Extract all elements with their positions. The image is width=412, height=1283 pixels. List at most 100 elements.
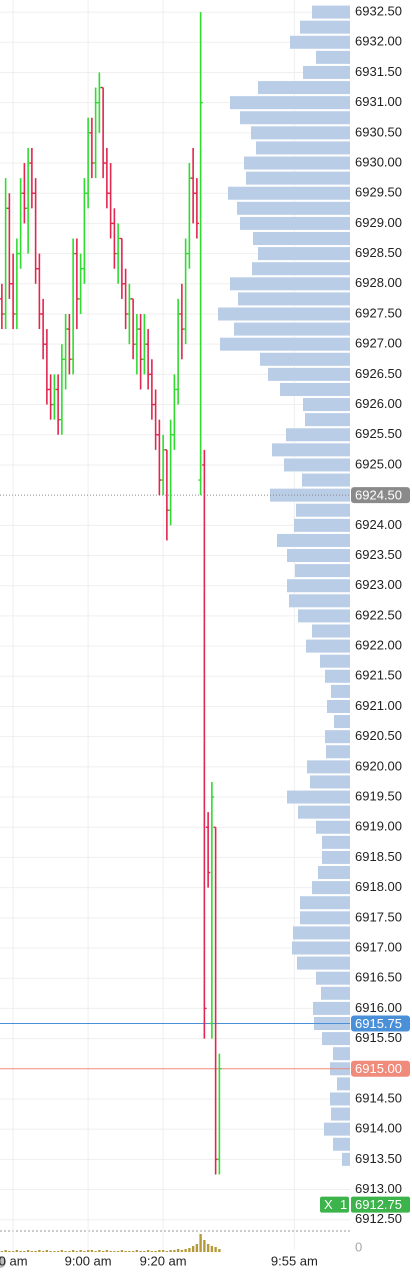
volume-bar (83, 1251, 86, 1252)
profile-bar (307, 760, 350, 774)
profile-bar (316, 820, 350, 834)
volume-bar (34, 1251, 37, 1252)
volume-bar (19, 1251, 22, 1252)
profile-bar (300, 911, 350, 925)
profile-bar (333, 1047, 350, 1061)
volume-bar (94, 1251, 97, 1252)
profile-bar (313, 1001, 350, 1015)
profile-bar (260, 352, 350, 366)
volume-bar (169, 1250, 172, 1252)
y-tick-label: 6931.50 (355, 64, 402, 79)
volume-bar (101, 1251, 105, 1252)
y-tick-label: 6932.00 (355, 34, 402, 49)
y-tick-label: 6918.50 (355, 849, 402, 864)
volume-bar (191, 1246, 195, 1252)
profile-bar (322, 835, 350, 849)
profile-bar (298, 805, 350, 819)
volume-bar (56, 1251, 60, 1252)
volume-bar (158, 1250, 161, 1252)
profile-bar (318, 866, 350, 880)
volume-bar (128, 1251, 131, 1252)
volume-bar (4, 1250, 7, 1252)
price-label: 6915.75 (355, 1016, 402, 1031)
x-tick-label: 0 am (0, 1253, 28, 1268)
profile-bar (312, 624, 350, 638)
volume-bar (60, 1250, 64, 1252)
volume-bar (30, 1251, 34, 1252)
profile-bar (296, 503, 350, 517)
y-tick-label: 6923.00 (355, 577, 402, 592)
profile-bar (294, 518, 350, 532)
y-tick-label: 6921.00 (355, 698, 402, 713)
profile-bar (303, 65, 350, 79)
profile-bar (256, 141, 350, 155)
y-tick-label: 6927.00 (355, 336, 402, 351)
volume-bar (79, 1250, 82, 1252)
y-tick-label: 6925.50 (355, 426, 402, 441)
volume-bar (206, 1244, 210, 1252)
order-quantity: 1 (340, 1197, 347, 1212)
profile-bar (230, 96, 350, 110)
profile-bar (290, 35, 350, 49)
volume-bar (113, 1251, 116, 1252)
profile-bar (240, 216, 350, 230)
volume-bar (26, 1250, 30, 1252)
profile-bar (284, 458, 350, 472)
profile-bar (334, 715, 350, 729)
volume-bar (49, 1251, 52, 1252)
x-tick-label: 9:20 am (140, 1253, 187, 1268)
profile-bar (295, 564, 350, 578)
volume-bar (11, 1251, 15, 1252)
profile-bar (327, 699, 350, 713)
volume-bar (41, 1251, 45, 1252)
volume-bar (210, 1246, 214, 1252)
y-tick-label: 6920.00 (355, 758, 402, 773)
volume-bar (0, 1251, 4, 1252)
profile-bar (289, 594, 350, 608)
profile-bar (324, 1122, 350, 1136)
profile-bar (322, 850, 350, 864)
volume-bar (165, 1251, 169, 1252)
y-tick-label: 6928.00 (355, 275, 402, 290)
profile-bar (297, 956, 350, 970)
price-label-box (351, 1060, 410, 1077)
profile-bar (240, 111, 350, 125)
x-tick-label: 9:00 am (65, 1253, 112, 1268)
y-tick-label: 6926.50 (355, 366, 402, 381)
profile-bar (280, 382, 350, 396)
profile-bar (331, 684, 350, 698)
y-tick-label: 6916.00 (355, 1000, 402, 1015)
profile-bar (258, 247, 350, 261)
profile-bar (303, 398, 350, 412)
price-label-box (351, 1015, 410, 1032)
y-tick-label: 6930.00 (355, 154, 402, 169)
profile-bar (325, 669, 350, 683)
profile-bar (228, 186, 350, 200)
price-label: 6915.00 (355, 1061, 402, 1076)
scroll-handle[interactable] (0, 1256, 6, 1268)
volume-bar (124, 1251, 127, 1252)
volume-bar (188, 1248, 191, 1252)
profile-bar (305, 413, 350, 427)
profile-bar (277, 533, 350, 547)
volume-bar (68, 1251, 71, 1252)
profile-bar (298, 609, 350, 623)
profile-bar (246, 171, 350, 185)
profile-bar (312, 881, 350, 895)
y-tick-label: 6917.00 (355, 939, 402, 954)
profile-bar (287, 790, 350, 804)
profile-bar (330, 1092, 350, 1106)
volume-bar (45, 1250, 49, 1252)
profile-bar (306, 639, 350, 653)
profile-bar (316, 971, 350, 985)
profile-bar (287, 579, 350, 593)
volume-bar (71, 1250, 75, 1252)
y-tick-label: 6930.50 (355, 124, 402, 139)
profile-bar (286, 428, 350, 442)
volume-bar (86, 1250, 90, 1252)
volume-bar (161, 1250, 165, 1252)
profile-bar (234, 322, 350, 336)
profile-bar (230, 277, 350, 291)
